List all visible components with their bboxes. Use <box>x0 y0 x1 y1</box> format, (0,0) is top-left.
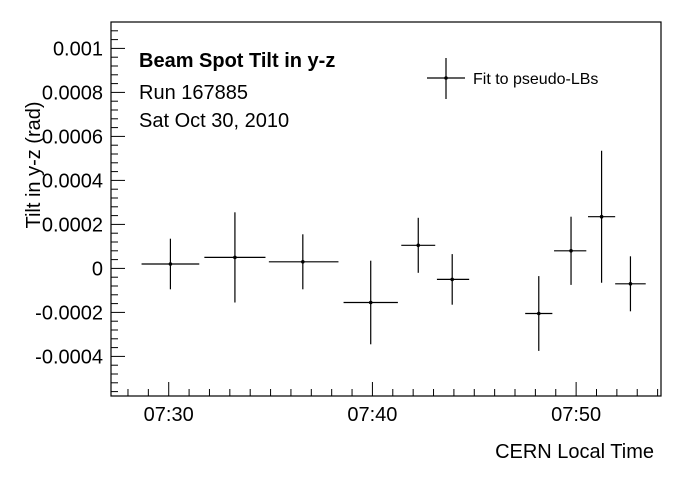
y-axis-title: Tilt in y-z (rad) <box>23 101 45 228</box>
y-tick-label: -0.0004 <box>35 346 103 368</box>
data-point <box>268 234 339 290</box>
x-axis: 07:30 07:40 07:50 <box>127 382 659 426</box>
y-tick-label: 0.0002 <box>42 214 103 236</box>
chart-title: Beam Spot Tilt in y-z <box>139 50 335 72</box>
y-tick-label: 0.0008 <box>42 82 103 104</box>
point-marker <box>450 277 455 282</box>
point-marker <box>168 262 173 266</box>
data-point <box>141 238 200 290</box>
data-point <box>588 150 616 283</box>
point-marker <box>233 255 237 260</box>
data-point <box>401 217 436 273</box>
x-axis-title: CERN Local Time <box>495 441 654 463</box>
data-point <box>615 256 646 312</box>
plot-frame <box>110 21 662 397</box>
x-tick-label: 07:30 <box>144 404 194 426</box>
point-marker <box>599 214 604 219</box>
point-marker <box>628 282 633 286</box>
y-tick-label: 0 <box>92 258 103 280</box>
data-point <box>554 216 587 285</box>
x-tick-label: 07:50 <box>551 404 601 426</box>
y-tick-label: 0.0004 <box>42 170 103 192</box>
point-marker <box>416 243 421 248</box>
y-axis: 0.001 0.0008 0.0006 0.0004 0.0002 0 -0.0002 -0.… <box>35 21 125 393</box>
x-tick-label: 07:40 <box>347 404 397 426</box>
point-marker <box>301 260 305 264</box>
data-point <box>525 276 553 351</box>
data-point <box>204 212 266 303</box>
data-point <box>436 254 470 305</box>
y-tick-label: 0.0006 <box>42 126 103 148</box>
data-point <box>343 260 398 345</box>
legend: Fit to pseudo-LBs <box>427 58 598 99</box>
point-marker <box>368 300 373 305</box>
y-tick-label: 0.001 <box>53 38 103 60</box>
run-annotation: Run 167885 <box>139 82 248 104</box>
legend-label: Fit to pseudo-LBs <box>473 71 598 88</box>
point-marker <box>536 311 541 316</box>
data-series <box>141 150 646 351</box>
point-marker <box>569 249 573 253</box>
date-annotation: Sat Oct 30, 2010 <box>139 110 289 132</box>
y-tick-label: -0.0002 <box>35 302 103 324</box>
legend-marker-dot <box>444 76 448 80</box>
